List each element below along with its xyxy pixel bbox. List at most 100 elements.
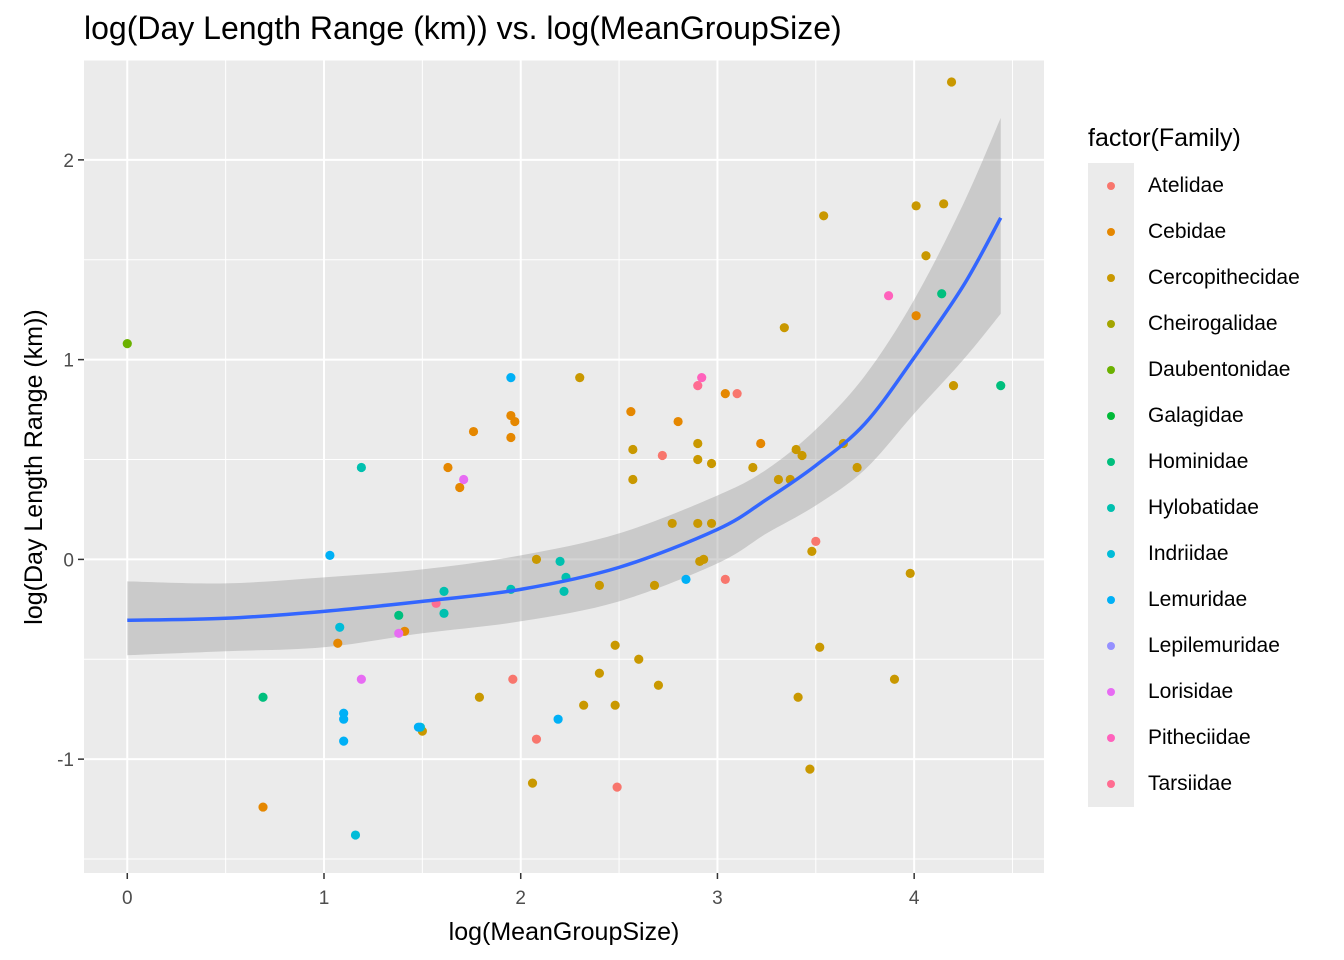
- y-axis-title: log(Day Length Range (km)): [20, 309, 48, 624]
- data-point-cercopithecidae: [815, 642, 825, 652]
- x-tick-label: 3: [712, 888, 723, 909]
- data-point-hylobatidae: [555, 556, 565, 566]
- legend-label: Lepilemuridae: [1148, 634, 1280, 657]
- legend-label: Indriidae: [1148, 542, 1229, 565]
- legend-item-cercopithecidae: Cercopithecidae: [1088, 255, 1300, 301]
- legend-dot-icon: [1107, 734, 1115, 742]
- legend-item-daubentonidae: Daubentonidae: [1088, 347, 1300, 393]
- x-tick-label: 4: [909, 888, 920, 909]
- legend-dot-icon: [1107, 366, 1115, 374]
- data-point-indriidae: [350, 830, 361, 840]
- data-point-hominidae: [394, 610, 404, 620]
- data-point-pitheciidae: [883, 291, 894, 301]
- data-point-cebidae: [506, 432, 516, 443]
- data-point-cebidae: [911, 311, 921, 321]
- legend-item-atelidae: Atelidae: [1088, 163, 1300, 209]
- data-point-cebidae: [626, 406, 636, 417]
- x-tick-label: 2: [515, 888, 526, 909]
- data-point-pitheciidae: [697, 373, 707, 383]
- legend-dot-icon: [1107, 320, 1115, 328]
- data-point-cebidae: [673, 416, 683, 427]
- data-point-atelidae: [657, 450, 667, 461]
- data-point-cercopithecidae: [693, 518, 703, 529]
- legend-label: Hylobatidae: [1148, 496, 1259, 519]
- legend-dot-icon: [1107, 228, 1115, 236]
- major-grid: [84, 60, 1044, 873]
- legend-item-hominidae: Hominidae: [1088, 439, 1300, 485]
- data-point-atelidae: [508, 674, 518, 684]
- data-point-cercopithecidae: [634, 654, 644, 664]
- legend-key: [1088, 255, 1134, 301]
- y-tick-label: 2: [63, 151, 74, 172]
- legend-dot-icon: [1107, 274, 1115, 282]
- legend-dot-icon: [1107, 550, 1115, 558]
- legend-dot-icon: [1107, 596, 1115, 604]
- data-point-atelidae: [720, 574, 730, 584]
- legend-dot-icon: [1107, 412, 1115, 420]
- legend-item-indriidae: Indriidae: [1088, 531, 1300, 577]
- legend-label: Pitheciidae: [1148, 726, 1251, 749]
- data-point-cercopithecidae: [531, 554, 542, 564]
- data-point-lorisidae: [394, 628, 404, 638]
- data-point-cercopithecidae: [706, 518, 717, 529]
- data-point-lorisidae: [459, 474, 469, 485]
- data-point-lemuridae: [413, 722, 424, 732]
- data-point-indriidae: [335, 622, 345, 632]
- data-point-cercopithecidae: [579, 700, 589, 710]
- x-tick-label: 1: [319, 888, 330, 909]
- data-point-cercopithecidae: [819, 211, 829, 221]
- y-tick-label: 0: [63, 550, 74, 571]
- legend-item-pitheciidae: Pitheciidae: [1088, 715, 1300, 761]
- confidence-ribbon-layer: [127, 117, 1001, 656]
- legend-key: [1088, 439, 1134, 485]
- data-point-cercopithecidae: [653, 680, 664, 690]
- data-point-cercopithecidae: [793, 692, 803, 702]
- data-point-cercopithecidae: [693, 438, 703, 449]
- data-point-tarsiidae: [693, 380, 703, 391]
- legend-item-cheirogalidae: Cheirogalidae: [1088, 301, 1300, 347]
- data-point-cercopithecidae: [575, 373, 585, 383]
- smooth-line-layer: [127, 216, 1003, 623]
- y-tick-label: 1: [63, 351, 74, 372]
- data-point-cercopithecidae: [594, 668, 605, 678]
- smooth-fit-line: [127, 216, 1003, 623]
- data-point-cercopithecidae: [889, 674, 900, 684]
- data-point-cebidae: [258, 802, 268, 812]
- legend-dot-icon: [1107, 642, 1115, 650]
- data-point-lemuridae: [681, 574, 691, 584]
- legend-label: Hominidae: [1148, 450, 1249, 473]
- x-axis-title: log(MeanGroupSize): [449, 918, 680, 946]
- legend-dot-icon: [1107, 780, 1115, 788]
- legend-label: Cercopithecidae: [1148, 266, 1300, 289]
- legend-label: Atelidae: [1148, 174, 1224, 197]
- data-point-cebidae: [720, 388, 730, 399]
- y-tick-label: -1: [57, 750, 74, 771]
- data-point-hominidae: [258, 692, 268, 702]
- data-point-cebidae: [510, 416, 520, 427]
- data-point-atelidae: [612, 782, 622, 792]
- legend-dot-icon: [1107, 182, 1115, 190]
- legend-label: Galagidae: [1148, 404, 1244, 427]
- legend-key: [1088, 623, 1134, 669]
- legend: factor(Family) Atelidae Cebidae Cercopithe…: [1088, 124, 1300, 807]
- legend-key: [1088, 715, 1134, 761]
- data-point-cercopithecidae: [779, 323, 789, 333]
- legend-key: [1088, 669, 1134, 715]
- data-point-cebidae: [756, 438, 766, 449]
- data-point-cebidae: [455, 482, 465, 493]
- legend-item-lemuridae: Lemuridae: [1088, 577, 1300, 623]
- legend-label: Lemuridae: [1148, 588, 1248, 611]
- legend-keys: Atelidae Cebidae Cercopithecidae Cheirogali…: [1088, 163, 1300, 807]
- legend-label: Cebidae: [1148, 220, 1227, 243]
- data-point-lemuridae: [339, 736, 349, 746]
- legend-key: [1088, 209, 1134, 255]
- data-point-cercopithecidae: [797, 450, 807, 461]
- data-point-cercopithecidae: [628, 474, 638, 485]
- data-point-cercopithecidae: [594, 580, 605, 590]
- legend-item-galagidae: Galagidae: [1088, 393, 1300, 439]
- data-point-cercopithecidae: [610, 640, 620, 650]
- legend-label: Cheirogalidae: [1148, 312, 1278, 335]
- data-point-cercopithecidae: [474, 692, 485, 702]
- data-point-cercopithecidae: [706, 458, 717, 469]
- data-point-cercopithecidae: [649, 580, 660, 590]
